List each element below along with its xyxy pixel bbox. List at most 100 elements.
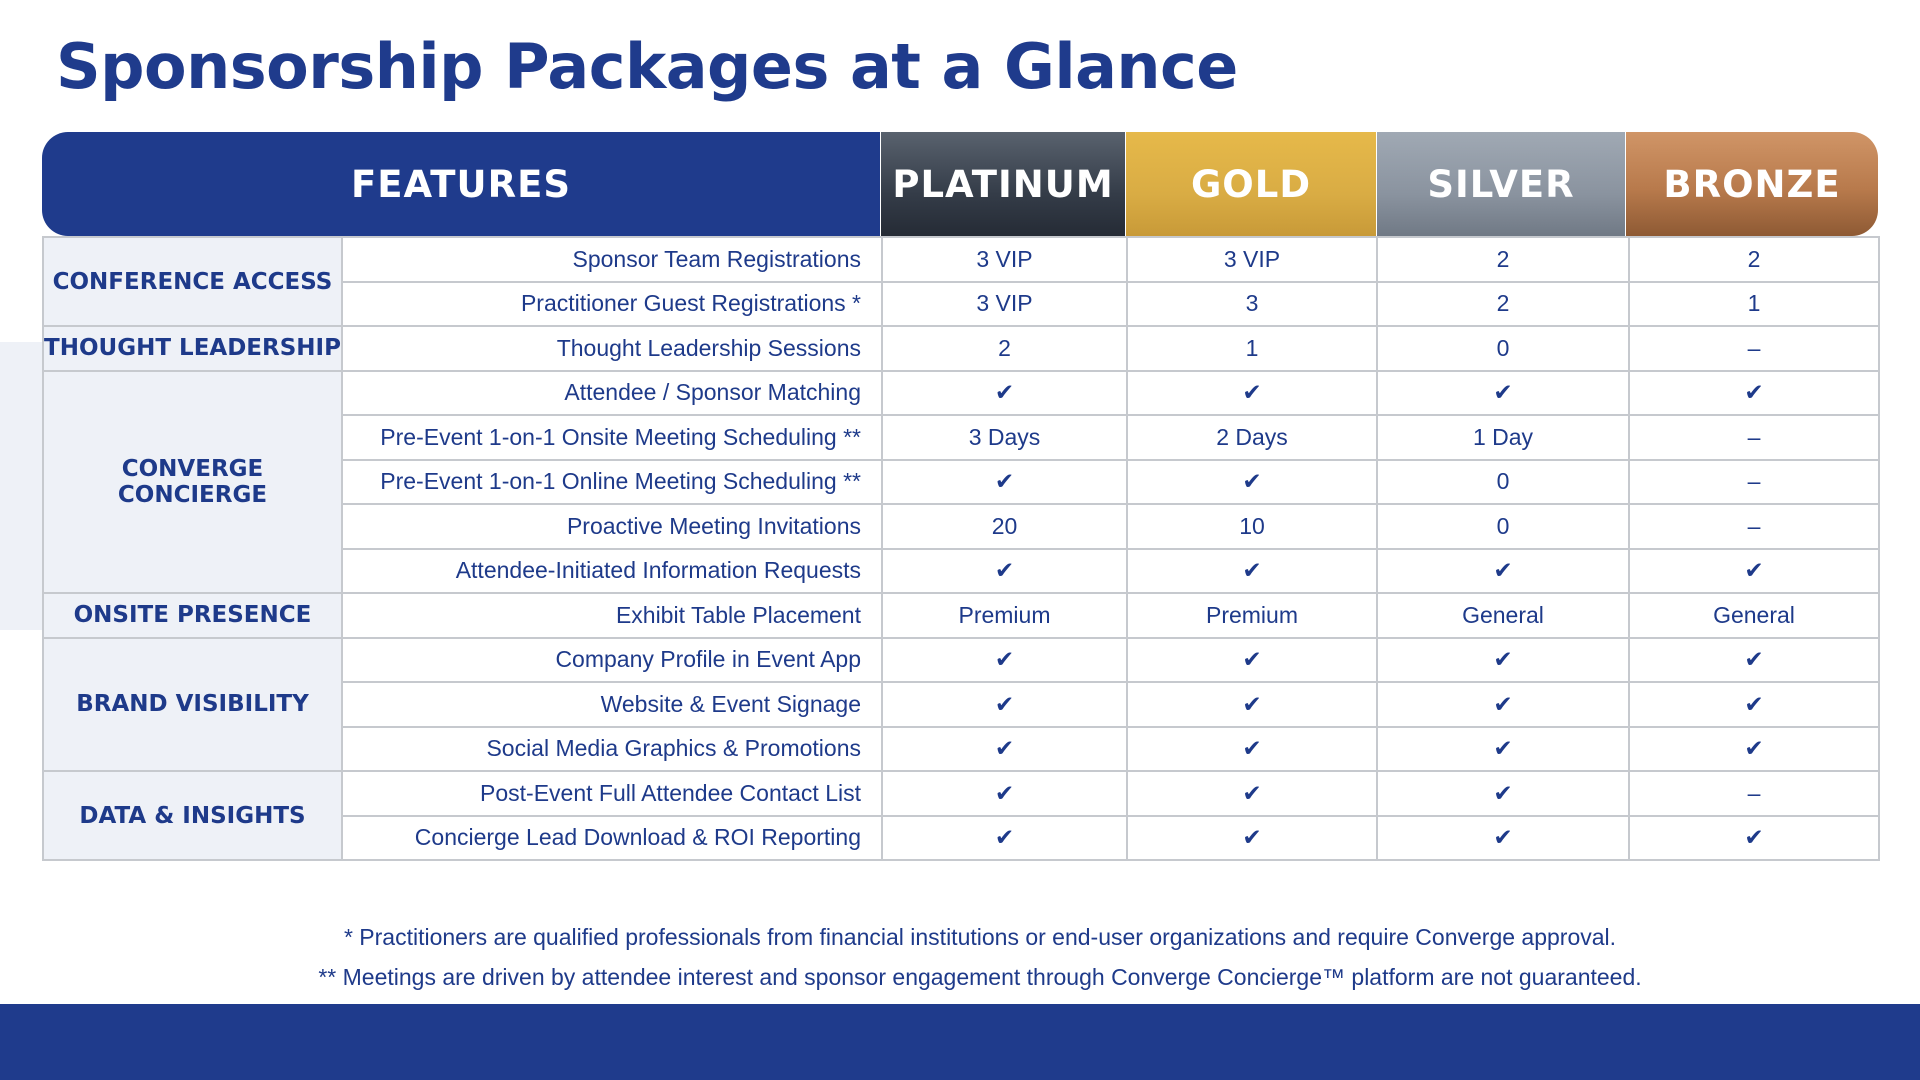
feature-label: Exhibit Table Placement: [341, 592, 883, 639]
gold-check-icon: ✔: [1126, 681, 1378, 728]
platinum-check-icon: ✔: [881, 814, 1128, 861]
header-bronze: BRONZE: [1626, 132, 1878, 236]
silver-check-icon: ✔: [1376, 814, 1630, 861]
silver-value: 0: [1376, 458, 1630, 505]
feature-label: Thought Leadership Sessions: [341, 325, 883, 372]
platinum-value: 3 Days: [881, 414, 1128, 461]
table-row: Concierge Lead Download & ROI Reporting …: [43, 814, 1880, 861]
feature-label: Pre-Event 1-on-1 Online Meeting Scheduli…: [341, 458, 883, 505]
table-row: Practitioner Guest Registrations * 3 VIP…: [43, 280, 1880, 327]
bronze-check-icon: ✔: [1628, 814, 1880, 861]
silver-check-icon: ✔: [1376, 547, 1630, 594]
bronze-value: General: [1628, 592, 1880, 639]
silver-value: General: [1376, 592, 1630, 639]
bronze-check-icon: ✔: [1628, 681, 1880, 728]
platinum-check-icon: ✔: [881, 458, 1128, 505]
feature-label: Website & Event Signage: [341, 681, 883, 728]
bronze-value: –: [1628, 458, 1880, 505]
feature-label: Sponsor Team Registrations: [341, 236, 883, 283]
table-row: THOUGHT LEADERSHIP Thought Leadership Se…: [42, 325, 1880, 372]
platinum-check-icon: ✔: [881, 725, 1128, 772]
bronze-value: –: [1628, 503, 1880, 550]
bronze-check-icon: ✔: [1628, 369, 1880, 416]
gold-value: Premium: [1126, 592, 1378, 639]
platinum-value: 2: [881, 325, 1128, 372]
bronze-value: –: [1628, 414, 1880, 461]
gold-value: 10: [1126, 503, 1378, 550]
table-row: Pre-Event 1-on-1 Online Meeting Scheduli…: [43, 458, 1880, 505]
side-accent-panel: [0, 342, 42, 630]
category-thought-leadership: THOUGHT LEADERSHIP: [42, 325, 343, 372]
feature-label: Attendee / Sponsor Matching: [341, 369, 883, 416]
gold-value: 1: [1126, 325, 1378, 372]
platinum-check-icon: ✔: [881, 369, 1128, 416]
silver-value: 0: [1376, 503, 1630, 550]
table-row: BRAND VISIBILITY Company Profile in Even…: [42, 636, 1880, 772]
feature-label: Attendee-Initiated Information Requests: [341, 547, 883, 594]
silver-value: 2: [1376, 280, 1630, 327]
header-features: FEATURES: [42, 132, 880, 236]
table-row: Pre-Event 1-on-1 Onsite Meeting Scheduli…: [43, 414, 1880, 461]
bronze-check-icon: ✔: [1628, 725, 1880, 772]
gold-check-icon: ✔: [1126, 814, 1378, 861]
feature-label: Company Profile in Event App: [341, 636, 883, 683]
platinum-check-icon: ✔: [881, 770, 1128, 817]
table-row: Social Media Graphics & Promotions ✔ ✔ ✔…: [43, 725, 1880, 772]
silver-check-icon: ✔: [1376, 369, 1630, 416]
table-row: DATA & INSIGHTS Post-Event Full Attendee…: [42, 770, 1880, 861]
silver-check-icon: ✔: [1376, 770, 1630, 817]
bronze-value: –: [1628, 770, 1880, 817]
platinum-check-icon: ✔: [881, 636, 1128, 683]
bronze-value: –: [1628, 325, 1880, 372]
footer-band: [0, 1004, 1920, 1080]
table-row: Website & Event Signage ✔ ✔ ✔ ✔: [43, 681, 1880, 728]
table-row: CONFERENCE ACCESS Sponsor Team Registrat…: [42, 236, 1880, 327]
feature-label: Concierge Lead Download & ROI Reporting: [341, 814, 883, 861]
silver-value: 0: [1376, 325, 1630, 372]
category-data-insights: DATA & INSIGHTS: [42, 770, 343, 861]
feature-label: Social Media Graphics & Promotions: [341, 725, 883, 772]
category-converge-concierge: CONVERGE CONCIERGE: [42, 369, 343, 594]
table-row: ONSITE PRESENCE Exhibit Table Placement …: [42, 592, 1880, 639]
gold-value: 3 VIP: [1126, 236, 1378, 283]
category-brand-visibility: BRAND VISIBILITY: [42, 636, 343, 772]
silver-value: 1 Day: [1376, 414, 1630, 461]
bronze-value: 2: [1628, 236, 1880, 283]
header-platinum: PLATINUM: [881, 132, 1125, 236]
table-row: Proactive Meeting Invitations 20 10 0 –: [43, 503, 1880, 550]
bronze-check-icon: ✔: [1628, 636, 1880, 683]
platinum-value: 3 VIP: [881, 236, 1128, 283]
gold-check-icon: ✔: [1126, 458, 1378, 505]
gold-check-icon: ✔: [1126, 725, 1378, 772]
category-conference-access: CONFERENCE ACCESS: [42, 236, 343, 327]
packages-table: CONFERENCE ACCESS Sponsor Team Registrat…: [42, 236, 1880, 861]
feature-label: Practitioner Guest Registrations *: [341, 280, 883, 327]
header-gold: GOLD: [1126, 132, 1376, 236]
table-row: Attendee-Initiated Information Requests …: [43, 547, 1880, 594]
feature-label: Post-Event Full Attendee Contact List: [341, 770, 883, 817]
silver-check-icon: ✔: [1376, 636, 1630, 683]
platinum-check-icon: ✔: [881, 547, 1128, 594]
gold-check-icon: ✔: [1126, 369, 1378, 416]
footnote-meetings: ** Meetings are driven by attendee inter…: [318, 964, 1642, 990]
bronze-value: 1: [1628, 280, 1880, 327]
table-row: CONVERGE CONCIERGE Attendee / Sponsor Ma…: [42, 369, 1880, 594]
silver-check-icon: ✔: [1376, 681, 1630, 728]
gold-value: 3: [1126, 280, 1378, 327]
gold-check-icon: ✔: [1126, 636, 1378, 683]
gold-value: 2 Days: [1126, 414, 1378, 461]
feature-label: Proactive Meeting Invitations: [341, 503, 883, 550]
platinum-value: 3 VIP: [881, 280, 1128, 327]
feature-label: Pre-Event 1-on-1 Onsite Meeting Scheduli…: [341, 414, 883, 461]
silver-value: 2: [1376, 236, 1630, 283]
header-silver: SILVER: [1377, 132, 1625, 236]
platinum-check-icon: ✔: [881, 681, 1128, 728]
footnote-practitioners: * Practitioners are qualified profession…: [343, 924, 1617, 950]
platinum-value: 20: [881, 503, 1128, 550]
silver-check-icon: ✔: [1376, 725, 1630, 772]
gold-check-icon: ✔: [1126, 547, 1378, 594]
platinum-value: Premium: [881, 592, 1128, 639]
page-title: Sponsorship Packages at a Glance: [56, 30, 1238, 103]
gold-check-icon: ✔: [1126, 770, 1378, 817]
category-onsite-presence: ONSITE PRESENCE: [42, 592, 343, 639]
